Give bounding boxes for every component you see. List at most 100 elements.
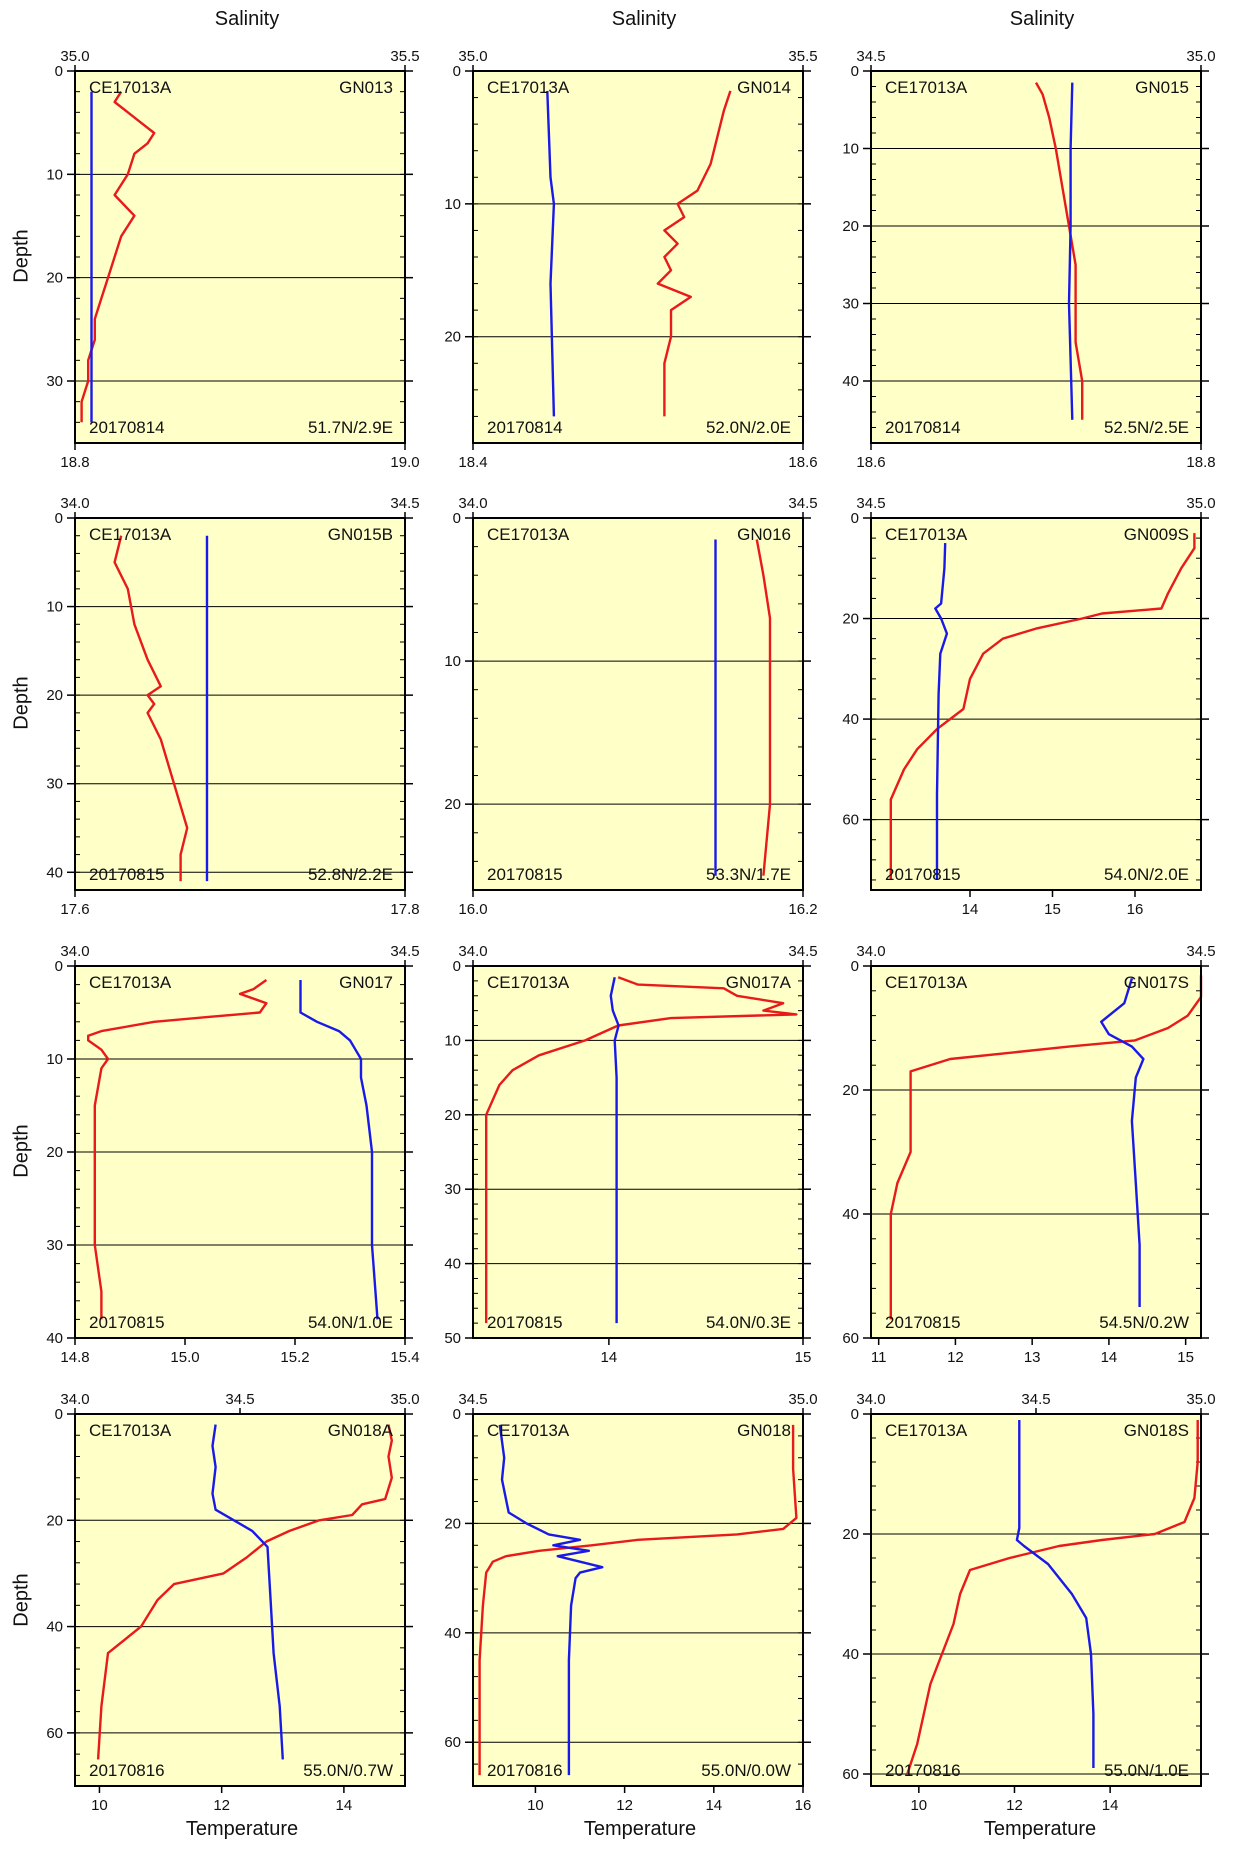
- depth-tick-label: 0: [453, 958, 461, 975]
- station-label: GN018: [737, 1421, 791, 1440]
- salinity-tick-label: 35.0: [1186, 495, 1215, 512]
- panel-background: [871, 71, 1201, 443]
- date-label: 20170814: [885, 418, 961, 437]
- date-label: 20170816: [885, 1761, 961, 1780]
- temperature-tick-label: 13: [1024, 1349, 1041, 1366]
- panel-gn009s: 0 20 40 60 34.5 35.0 14 15 16 CE17013A GN009S 20170…: [842, 495, 1215, 918]
- depth-tick-label: 60: [444, 1734, 461, 1751]
- cruise-label: CE17013A: [487, 525, 570, 544]
- position-label: 54.5N/0.2W: [1099, 1313, 1189, 1332]
- temperature-profile-line: [546, 90, 556, 417]
- panel-frame: [74, 1413, 406, 1787]
- depth-tick-label: 20: [46, 687, 63, 704]
- salinity-tick-label: 34.5: [788, 495, 817, 512]
- depth-tick-label: 20: [842, 218, 859, 235]
- panel-background: [871, 518, 1201, 890]
- panel-frame: [74, 70, 406, 444]
- temperature-tick-label: 10: [527, 1797, 544, 1814]
- temperature-tick-label: 15.2: [280, 1349, 309, 1366]
- temperature-profile-line: [1015, 1420, 1095, 1768]
- temperature-tick-label: 15.0: [170, 1349, 199, 1366]
- panel-gn018: 0 20 40 60 34.5 35.0 10 12 14 16 CE17013A GN018 2017…: [444, 1391, 817, 1814]
- salinity-tick-label: 34.5: [225, 1391, 254, 1408]
- panel-gn017s: 0 20 40 60 34.0 34.5 11 12 13 14 15 CE17013A GN017S 2…: [842, 943, 1215, 1366]
- panel-gn015b: 0 10 20 30 40 34.0 34.5 17.6 17.8 CE17013A GN015B 2…: [46, 495, 419, 918]
- temperature-tick-label: 12: [213, 1797, 230, 1814]
- salinity-tick-label: 34.5: [1186, 943, 1215, 960]
- station-label: GN018A: [328, 1421, 394, 1440]
- xlabel-col-1: Temperature: [185, 1818, 299, 1840]
- temperature-tick-label: 16: [795, 1797, 812, 1814]
- cruise-label: CE17013A: [89, 973, 172, 992]
- depth-tick-label: 20: [842, 1526, 859, 1543]
- panel-gn017: 0 10 20 30 40 34.0 34.5 14.8 15.0 15.2 15.4 CE17013…: [46, 943, 419, 1366]
- temperature-tick-label: 14: [1102, 1797, 1119, 1814]
- depth-tick-label: 0: [55, 1406, 63, 1423]
- salinity-profile-line: [889, 533, 1196, 880]
- date-label: 20170816: [89, 1761, 165, 1780]
- cruise-label: CE17013A: [89, 78, 172, 97]
- depth-tick-label: 40: [842, 373, 859, 390]
- depth-tick-label: 30: [46, 776, 63, 793]
- station-label: GN015B: [328, 525, 393, 544]
- station-label: GN017A: [726, 973, 792, 992]
- panel-frame: [472, 70, 804, 444]
- date-label: 20170815: [885, 865, 961, 884]
- panel-frame: [472, 965, 804, 1339]
- depth-tick-label: 10: [46, 1051, 63, 1068]
- salinity-tick-label: 35.0: [60, 48, 89, 65]
- cruise-label: CE17013A: [89, 525, 172, 544]
- depth-tick-label: 30: [444, 1181, 461, 1198]
- salinity-tick-label: 34.5: [1021, 1391, 1050, 1408]
- salinity-tick-label: 34.0: [856, 943, 885, 960]
- depth-tick-label: 30: [842, 296, 859, 313]
- depth-tick-label: 0: [55, 958, 63, 975]
- temperature-tick-label: 17.6: [60, 901, 89, 918]
- column-title-1: Salinity: [214, 8, 280, 30]
- depth-tick-label: 30: [46, 373, 63, 390]
- column-title-3: Salinity: [1009, 8, 1075, 30]
- depth-tick-label: 40: [842, 1646, 859, 1663]
- salinity-tick-label: 34.0: [458, 943, 487, 960]
- panel-frame: [74, 965, 406, 1339]
- depth-tick-label: 20: [444, 329, 461, 346]
- position-label: 55.0N/0.0W: [701, 1761, 791, 1780]
- depth-tick-label: 30: [46, 1237, 63, 1254]
- date-label: 20170815: [487, 865, 563, 884]
- date-label: 20170815: [89, 865, 165, 884]
- cruise-label: CE17013A: [885, 525, 968, 544]
- date-label: 20170814: [89, 418, 165, 437]
- depth-tick-label: 0: [55, 63, 63, 80]
- salinity-tick-label: 35.0: [390, 1391, 419, 1408]
- date-label: 20170814: [487, 418, 563, 437]
- position-label: 55.0N/1.0E: [1104, 1761, 1189, 1780]
- temperature-tick-label: 16.2: [788, 901, 817, 918]
- panel-background: [75, 1414, 405, 1786]
- depth-tick-label: 0: [851, 510, 859, 527]
- position-label: 52.0N/2.0E: [706, 418, 791, 437]
- temperature-profile-line: [1067, 82, 1074, 420]
- salinity-tick-label: 35.5: [788, 48, 817, 65]
- position-label: 54.0N/2.0E: [1104, 865, 1189, 884]
- depth-tick-label: 40: [46, 1330, 63, 1347]
- salinity-profile-line: [113, 535, 189, 882]
- cruise-label: CE17013A: [487, 1421, 570, 1440]
- temperature-profile-line: [299, 980, 379, 1320]
- panel-background: [473, 518, 803, 890]
- panel-gn013: 0 10 20 30 35.0 35.5 18.8 19.0 CE17013A GN013 2017…: [46, 48, 419, 471]
- depth-tick-label: 20: [46, 1512, 63, 1529]
- panel-frame: [870, 70, 1202, 444]
- depth-tick-label: 10: [842, 141, 859, 158]
- panel-background: [75, 518, 405, 890]
- temperature-tick-label: 19.0: [390, 454, 419, 471]
- depth-tick-label: 20: [46, 270, 63, 287]
- temperature-tick-label: 16: [1127, 901, 1144, 918]
- panel-gn017a: 0 10 20 30 40 50 34.0 34.5 14 15 CE17013A GN017A 201…: [444, 943, 817, 1366]
- salinity-tick-label: 34.5: [856, 48, 885, 65]
- station-label: GN016: [737, 525, 791, 544]
- xlabel-col-3: Temperature: [983, 1818, 1097, 1840]
- depth-tick-label: 0: [453, 63, 461, 80]
- salinity-profile-line: [1034, 82, 1084, 420]
